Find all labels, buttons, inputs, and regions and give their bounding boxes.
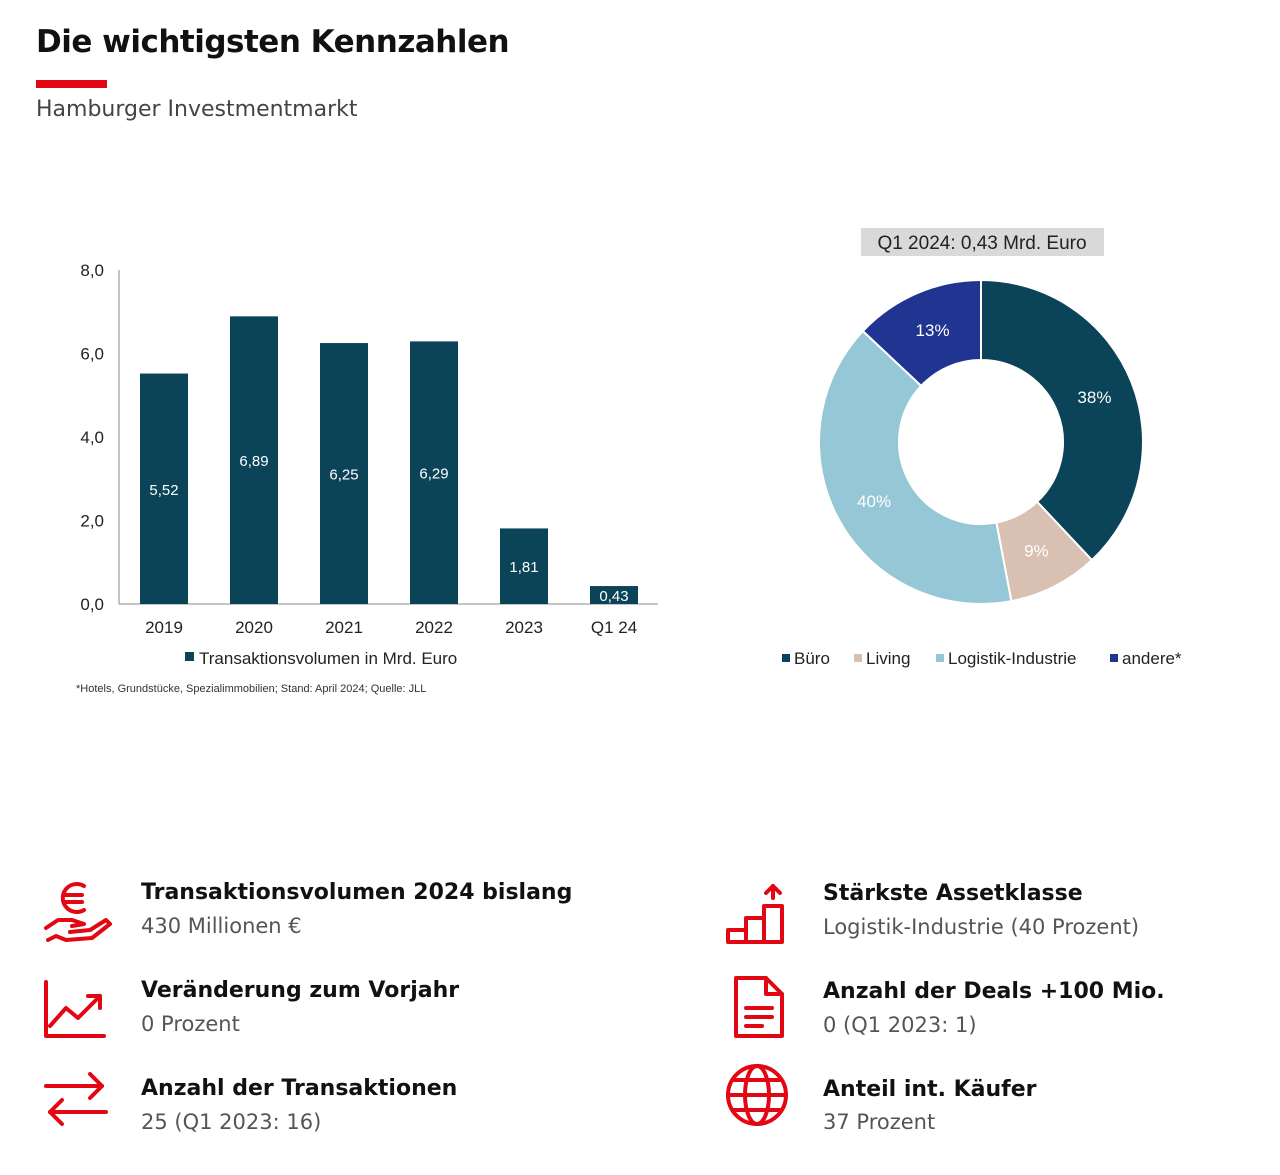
legend-swatch xyxy=(1110,654,1118,662)
y-tick-label: 8,0 xyxy=(80,261,104,280)
donut-title: Q1 2024: 0,43 Mrd. Euro xyxy=(877,233,1086,254)
euro-hand-icon xyxy=(40,880,112,946)
donut-slice xyxy=(861,278,982,388)
x-tick-label: 2021 xyxy=(325,618,363,637)
footnote: *Hotels, Grundstücke, Spezialimmobilien;… xyxy=(76,683,426,695)
donut-slice xyxy=(980,278,1144,562)
legend-label: Büro xyxy=(794,649,830,668)
bar-value-label: 5,52 xyxy=(149,482,178,499)
globe-icon xyxy=(724,1062,796,1128)
kpi-value-volumen: 430 Millionen € xyxy=(141,914,302,938)
bar xyxy=(320,343,368,604)
legend-label: Logistik-Industrie xyxy=(948,649,1077,668)
bar xyxy=(410,341,458,604)
legend-label: Transaktionsvolumen in Mrd. Euro xyxy=(199,649,457,668)
y-tick-label: 2,0 xyxy=(80,512,104,531)
bar-value-label: 0,43 xyxy=(599,588,628,605)
bar-value-label: 6,25 xyxy=(329,467,358,484)
legend-swatch xyxy=(782,654,790,662)
kpi-value-int-kaeufer: 37 Prozent xyxy=(823,1110,936,1134)
legend-label: Living xyxy=(866,649,910,668)
bar xyxy=(140,373,188,604)
legend-swatch xyxy=(854,654,862,662)
donut-value-label: 9% xyxy=(1024,542,1049,561)
kpi-label-assetklasse: Stärkste Assetklasse xyxy=(823,881,1083,906)
bar-value-label: 6,89 xyxy=(239,453,268,470)
x-tick-label: 2022 xyxy=(415,618,453,637)
donut-value-label: 40% xyxy=(857,492,891,511)
bar-value-label: 1,81 xyxy=(509,559,538,576)
donut-title-box xyxy=(861,228,1104,256)
x-tick-label: 2023 xyxy=(505,618,543,637)
rising-steps-icon xyxy=(724,882,796,948)
kpi-value-anzahl-transaktionen: 25 (Q1 2023: 16) xyxy=(141,1110,322,1134)
x-tick-label: 2020 xyxy=(235,618,273,637)
y-tick-label: 0,0 xyxy=(80,595,104,614)
y-tick-label: 4,0 xyxy=(80,428,104,447)
donut-chart: Q1 2024: 0,43 Mrd. Euro 38% 9% 40% 13% Büro Li… xyxy=(782,228,1182,668)
kpi-label-veraenderung: Veränderung zum Vorjahr xyxy=(141,978,460,1003)
donut-value-label: 38% xyxy=(1077,388,1111,407)
transfer-arrows-icon xyxy=(40,1068,112,1134)
donut-value-label: 13% xyxy=(916,321,950,340)
bar xyxy=(230,316,278,604)
page-subtitle: Hamburger Investmentmarkt xyxy=(36,97,358,122)
kpi-label-deals: Anzahl der Deals +100 Mio. xyxy=(823,979,1165,1004)
title-accent-bar xyxy=(36,80,107,88)
donut-slice xyxy=(818,329,1013,605)
legend-swatch xyxy=(185,652,194,661)
bar-value-label: 6,29 xyxy=(419,466,448,483)
page-title: Die wichtigsten Kennzahlen xyxy=(36,24,510,60)
y-tick-label: 6,0 xyxy=(80,345,104,364)
kpi-label-anzahl-transaktionen: Anzahl der Transaktionen xyxy=(141,1076,458,1101)
kpi-value-deals: 0 (Q1 2023: 1) xyxy=(823,1013,977,1037)
kpi-value-assetklasse: Logistik-Industrie (40 Prozent) xyxy=(823,915,1140,939)
x-tick-label: 2019 xyxy=(145,618,183,637)
legend-label: andere* xyxy=(1122,649,1182,668)
trend-chart-icon xyxy=(40,978,112,1044)
kpi-value-veraenderung: 0 Prozent xyxy=(141,1012,240,1036)
bar-chart: 0,0 2,0 4,0 6,0 8,0 5,52 2019 6,89 2020 6,25 2021 6… xyxy=(76,261,658,695)
bar xyxy=(590,586,638,604)
legend-swatch xyxy=(936,654,944,662)
document-icon xyxy=(724,974,796,1040)
kpi-label-volumen: Transaktionsvolumen 2024 bislang xyxy=(141,880,573,905)
kpi-label-int-kaeufer: Anteil int. Käufer xyxy=(823,1077,1037,1102)
bar xyxy=(500,528,548,604)
x-tick-label: Q1 24 xyxy=(591,618,637,637)
